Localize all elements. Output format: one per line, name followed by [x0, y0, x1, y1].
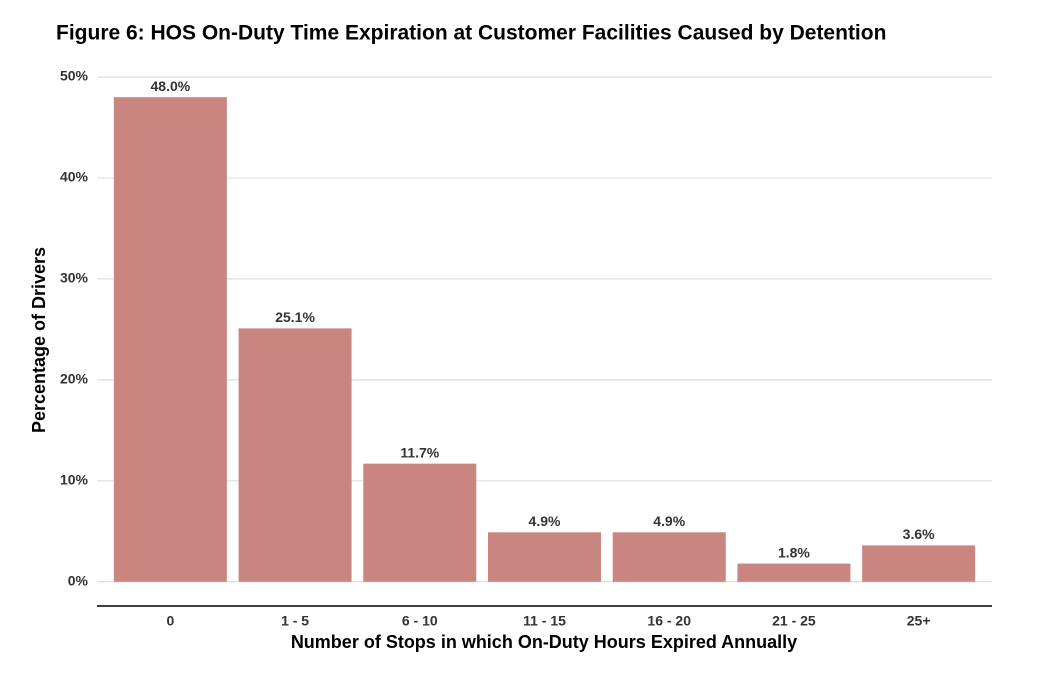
- y-tick-label: 0%: [68, 572, 89, 588]
- value-label: 48.0%: [151, 78, 191, 94]
- x-axis-title: Number of Stops in which On-Duty Hours E…: [291, 632, 797, 652]
- y-tick-label: 50%: [60, 68, 89, 84]
- y-tick-label: 30%: [60, 270, 89, 286]
- bar: [612, 532, 726, 582]
- y-tick-label: 40%: [60, 169, 89, 185]
- x-tick-label: 1 - 5: [281, 613, 309, 629]
- y-axis-title: Percentage of Drivers: [29, 247, 49, 433]
- x-tick-label: 0: [166, 613, 174, 629]
- value-label: 1.8%: [778, 544, 810, 560]
- bar: [363, 463, 477, 582]
- y-tick-label: 20%: [60, 371, 89, 387]
- value-label: 4.9%: [529, 513, 561, 529]
- bar: [488, 532, 601, 582]
- bar: [737, 563, 851, 582]
- bar: [113, 97, 227, 582]
- x-tick-label: 6 - 10: [402, 613, 438, 629]
- bar: [862, 545, 976, 582]
- x-tick-label: 25+: [907, 613, 931, 629]
- chart-title: Figure 6: HOS On-Duty Time Expiration at…: [56, 22, 886, 45]
- x-tick-label: 21 - 25: [772, 613, 816, 629]
- y-tick-label: 10%: [60, 472, 89, 488]
- value-label: 11.7%: [400, 444, 439, 460]
- bar: [238, 328, 352, 582]
- x-tick-label: 16 - 20: [647, 613, 691, 629]
- value-label: 3.6%: [903, 526, 935, 542]
- value-label: 4.9%: [653, 513, 685, 529]
- value-label: 25.1%: [275, 309, 315, 325]
- x-tick-label: 11 - 15: [523, 613, 566, 629]
